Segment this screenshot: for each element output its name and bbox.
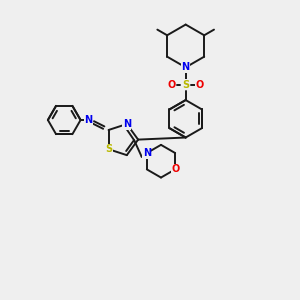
Text: N: N — [123, 119, 131, 129]
Text: N: N — [85, 115, 93, 125]
Text: N: N — [182, 62, 190, 72]
Text: S: S — [182, 80, 189, 90]
Text: O: O — [167, 80, 175, 90]
Text: S: S — [105, 144, 112, 154]
Text: N: N — [143, 148, 151, 158]
Text: O: O — [171, 164, 179, 174]
Text: O: O — [196, 80, 204, 90]
